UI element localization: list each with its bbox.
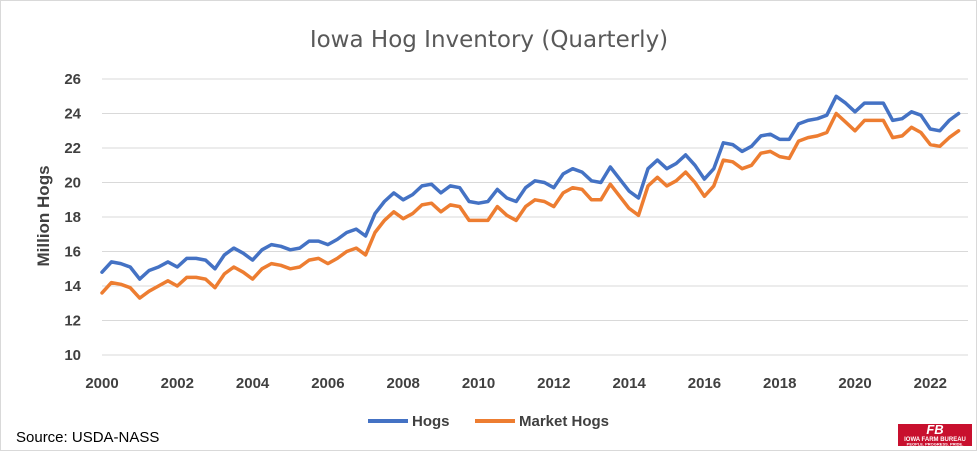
logo-name: IOWA FARM BUREAU xyxy=(904,437,966,443)
y-tick-label: 16 xyxy=(64,244,81,261)
y-tick-label: 10 xyxy=(64,347,81,364)
legend-label-hogs: Hogs xyxy=(412,413,450,430)
x-tick-label: 2018 xyxy=(763,375,796,392)
x-tick-label: 2010 xyxy=(462,375,495,392)
x-tick-label: 2006 xyxy=(311,375,344,392)
gridlines xyxy=(102,78,968,356)
source-note: Source: USDA-NASS xyxy=(16,429,159,446)
y-tick-label: 12 xyxy=(64,313,81,330)
x-tick-label: 2004 xyxy=(236,375,270,392)
y-tick-label: 24 xyxy=(64,106,81,123)
x-tick-label: 2000 xyxy=(85,375,118,392)
x-tick-label: 2014 xyxy=(612,375,646,392)
x-tick-label: 2002 xyxy=(161,375,194,392)
series-line-hogs xyxy=(100,94,961,281)
series-line-market-hogs xyxy=(100,111,961,300)
y-tick-label: 20 xyxy=(64,175,81,192)
legend: Hogs Market Hogs xyxy=(368,413,609,430)
logo-tagline: PEOPLE. PROGRESS. PRIDE. xyxy=(907,442,964,447)
y-tick-label: 18 xyxy=(64,209,81,226)
x-tick-label: 2022 xyxy=(914,375,947,392)
y-tick-label: 22 xyxy=(64,140,81,157)
y-axis-title: Million Hogs xyxy=(34,165,53,266)
y-tick-label: 26 xyxy=(64,71,81,88)
x-tick-label: 2016 xyxy=(688,375,721,392)
x-tick-label: 2012 xyxy=(537,375,570,392)
farm-bureau-logo-icon: FB IOWA FARM BUREAU PEOPLE. PROGRESS. PR… xyxy=(898,422,972,447)
x-tick-label: 2020 xyxy=(838,375,871,392)
legend-label-market-hogs: Market Hogs xyxy=(519,413,609,430)
logo-mark: FB xyxy=(926,422,943,437)
logo-background xyxy=(898,424,972,446)
x-tick-label: 2008 xyxy=(387,375,420,392)
series-lines xyxy=(100,94,961,300)
chart-title: Iowa Hog Inventory (Quarterly) xyxy=(310,27,668,53)
y-tick-label: 14 xyxy=(64,278,81,295)
